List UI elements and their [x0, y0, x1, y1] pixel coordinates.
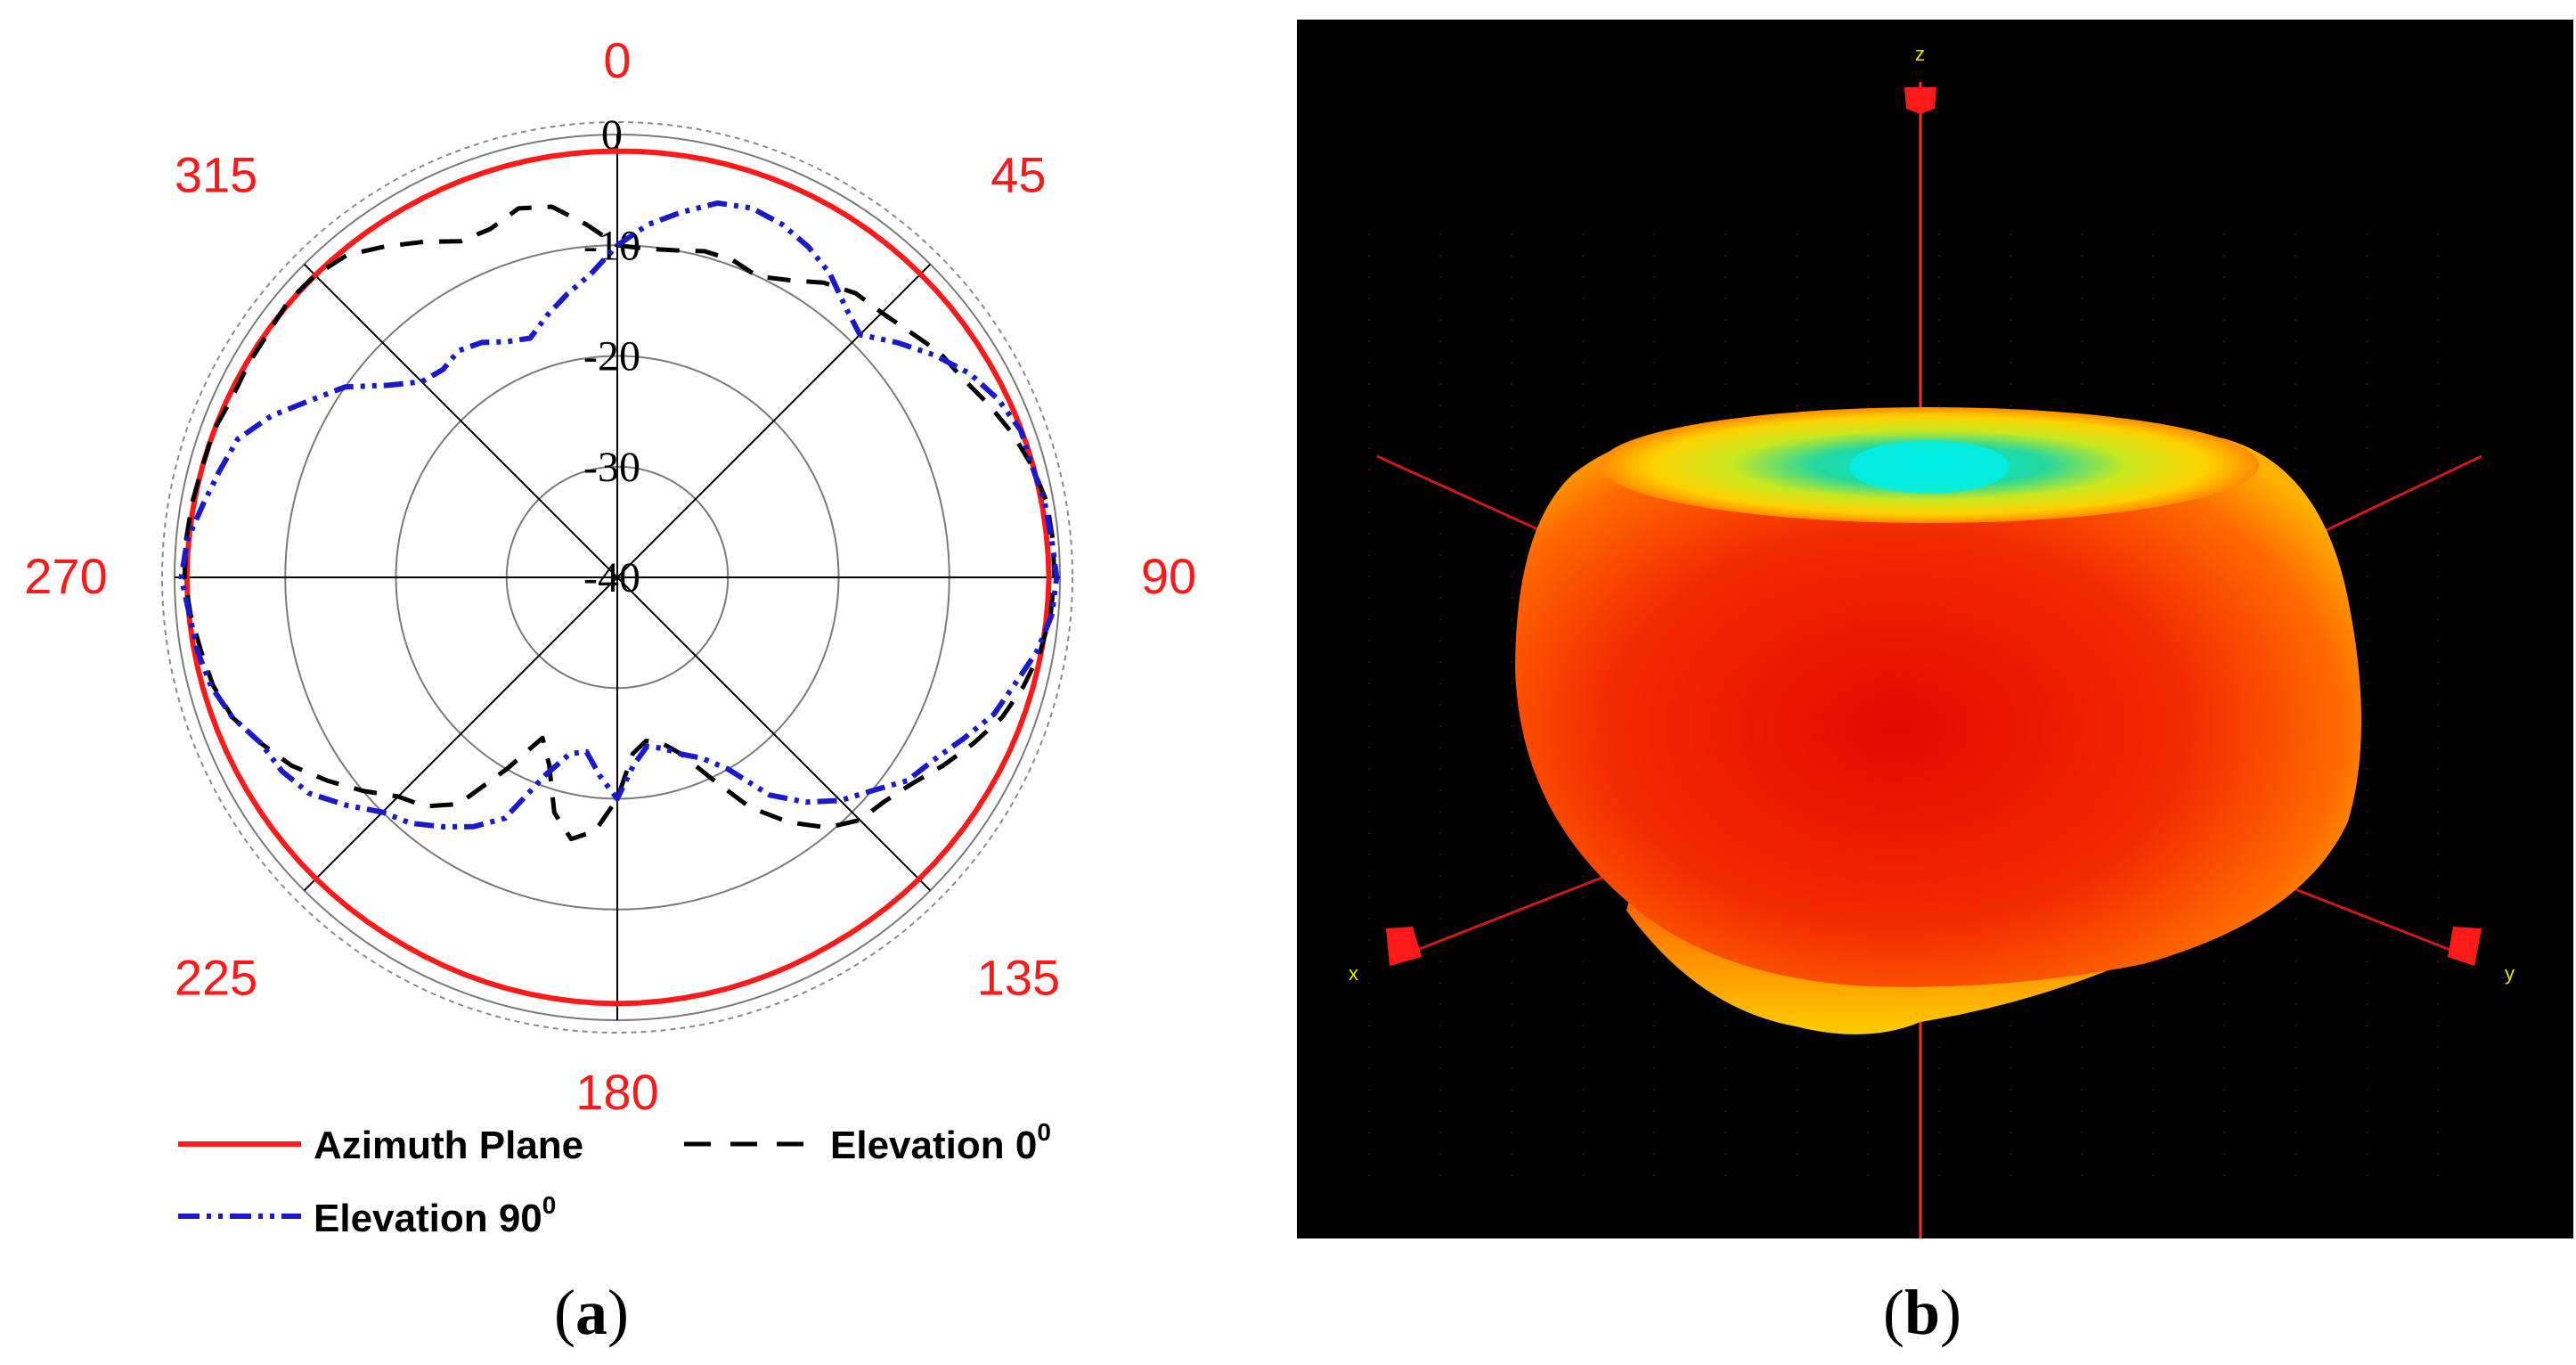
angle-tick-label: 0 [603, 32, 631, 88]
angle-tick-labels: 0 45 90 135 180 225 270 315 [24, 32, 1196, 1120]
series-azimuth-plane [183, 148, 1052, 1007]
3d-radiation-pattern: z x y [1297, 20, 2573, 1238]
angle-tick-label: 225 [175, 949, 257, 1005]
caption-a: (a) [554, 1277, 629, 1348]
series-elevation-90 [178, 200, 1060, 830]
axis-z-arrowhead [1904, 87, 1936, 114]
axis-x-tick-icon: x [1349, 962, 1358, 985]
angle-tick-label: 270 [24, 548, 107, 604]
legend-label-elevation90: Elevation 900 [314, 1191, 556, 1240]
caption-b: (b) [1883, 1277, 1962, 1348]
angle-tick-label: 90 [1141, 548, 1196, 604]
angle-tick-label: 315 [175, 147, 257, 203]
series-elevation-0 [182, 204, 1057, 842]
axis-x-front [1403, 873, 1610, 957]
axis-x-arrowhead [1386, 927, 1422, 966]
axis-y-tick-icon: y [2505, 962, 2515, 985]
radial-tick-label: -30 [583, 444, 640, 491]
angle-tick-label: 180 [575, 1064, 658, 1120]
series-lines [178, 148, 1060, 1007]
radial-tick-label: -20 [583, 333, 640, 380]
axis-y-arrowhead [2448, 927, 2482, 966]
chart-legend: Azimuth Plane Elevation 00 Elevation 900 [178, 1118, 1051, 1240]
legend-label-azimuth: Azimuth Plane [314, 1124, 583, 1167]
grid-spoke [303, 263, 932, 892]
radial-tick-labels: 0-10-20-30-40 [583, 111, 640, 601]
radial-tick-label: -40 [583, 554, 640, 601]
pattern-top-null [1849, 440, 2009, 494]
pattern-body [1515, 412, 2361, 987]
angle-tick-label: 45 [990, 147, 1046, 203]
grid-outer-boundary [161, 121, 1073, 1034]
axis-z-tick-icon: z [1915, 43, 1925, 65]
legend-label-elevation0: Elevation 00 [830, 1118, 1051, 1167]
angle-tick-label: 135 [977, 949, 1060, 1005]
angle-grid [175, 135, 1060, 1020]
